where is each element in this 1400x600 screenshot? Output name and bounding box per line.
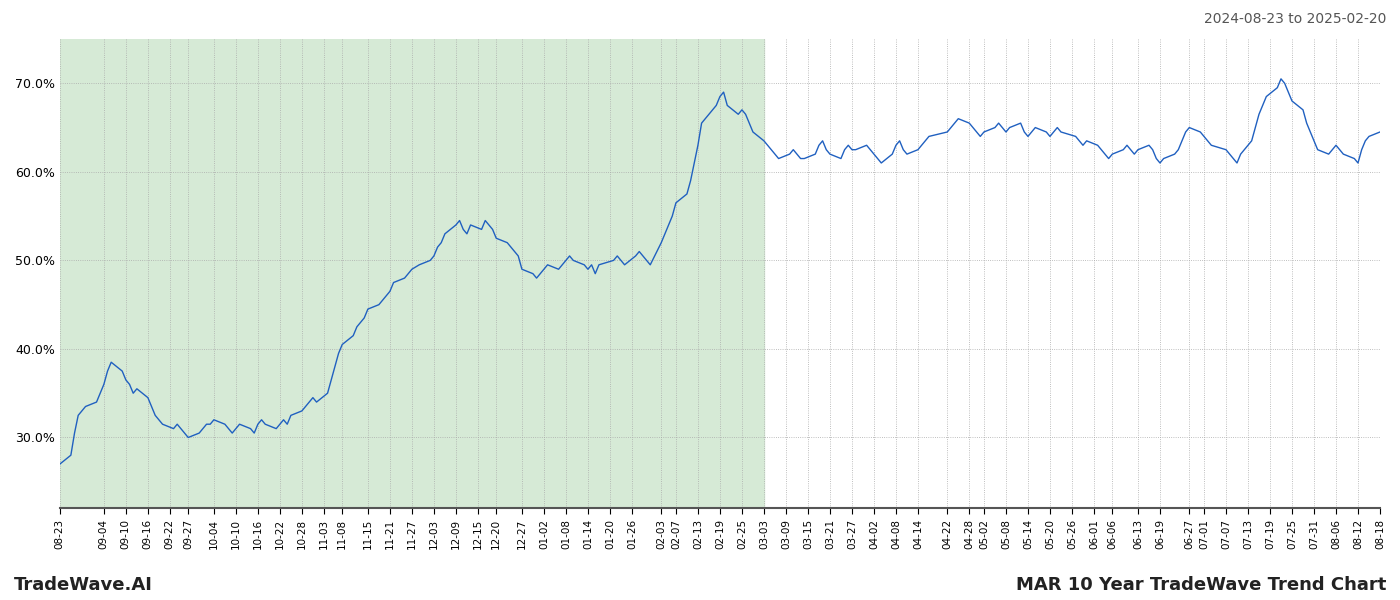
Text: MAR 10 Year TradeWave Trend Chart: MAR 10 Year TradeWave Trend Chart [1015,576,1386,594]
Bar [60,39,764,508]
Text: TradeWave.AI: TradeWave.AI [14,576,153,594]
Text: 2024-08-23 to 2025-02-20: 2024-08-23 to 2025-02-20 [1204,12,1386,26]
